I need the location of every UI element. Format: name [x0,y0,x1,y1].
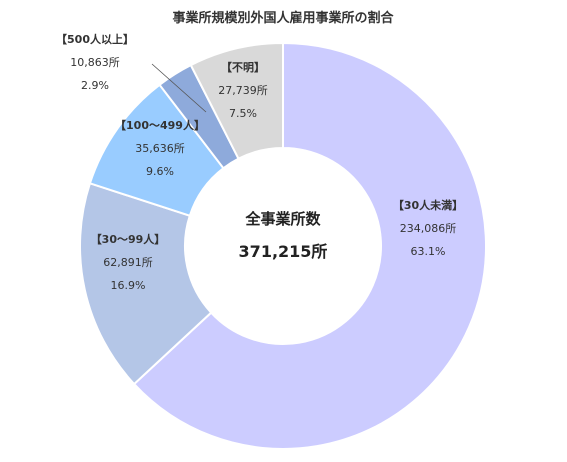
slice-0-category: 【30人未満】 [393,198,463,212]
slice-0 [132,41,487,450]
slice-3-percent: 2.9% [81,79,109,92]
slice-2-count: 35,636所 [135,142,185,155]
slice-3-count: 10,863所 [70,56,120,69]
center-value: 371,215所 [239,242,328,261]
slice-1-percent: 16.9% [111,279,146,292]
slice-1 [79,182,213,386]
center-label: 全事業所数 [244,210,321,228]
slice-4-category: 【不明】 [221,61,265,74]
leader-line [151,63,207,113]
slice-4-percent: 7.5% [229,107,257,120]
slice-4 [189,41,284,161]
slice-4-count: 27,739所 [218,84,268,97]
slice-0-count: 234,086所 [400,222,457,235]
slice-2-category: 【100～499人】 [115,118,205,132]
slice-0-percent: 63.1% [411,245,446,258]
slice-3-category: 【500人以上】 [56,32,134,46]
chart-title: 事業所規模別外国人雇用事業所の割合 [172,10,394,26]
slice-2-percent: 9.6% [146,165,174,178]
slice-1-count: 62,891所 [103,256,153,269]
slice-1-category: 【30～99人】 [91,232,166,246]
